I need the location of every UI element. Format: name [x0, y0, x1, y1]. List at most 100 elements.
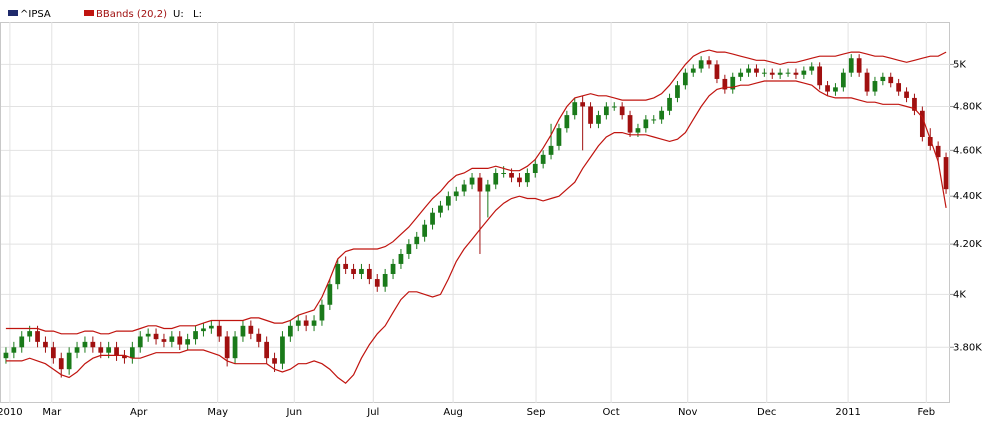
- candle-body: [651, 119, 657, 121]
- candle-body: [90, 341, 96, 348]
- candle-body: [714, 64, 720, 79]
- candle-body: [754, 68, 759, 73]
- y-tick-label: 4.80K: [953, 101, 982, 112]
- candle-body: [611, 106, 617, 108]
- band-line: [5, 80, 947, 384]
- candle-body: [872, 81, 878, 92]
- candle-body: [224, 336, 230, 359]
- candle-body: [58, 358, 64, 370]
- x-tick-label: Jun: [285, 407, 302, 418]
- candle-body: [690, 68, 696, 73]
- candle-body: [896, 83, 902, 92]
- candle-body: [864, 72, 870, 92]
- candle-body: [453, 191, 459, 197]
- candle-body: [540, 154, 546, 164]
- candle-body: [596, 115, 601, 124]
- band-line: [5, 49, 947, 335]
- candle-body: [675, 85, 680, 98]
- candle-body: [635, 128, 641, 133]
- candle-body: [880, 76, 886, 82]
- candle-body: [319, 304, 325, 321]
- candle-body: [303, 320, 309, 326]
- candle-body: [682, 72, 688, 86]
- candle-body: [82, 341, 88, 348]
- y-tick-label: 4K: [953, 289, 966, 300]
- candle-body: [122, 355, 127, 359]
- candle-body: [643, 119, 649, 129]
- candle-body: [935, 145, 941, 158]
- candle-body: [193, 331, 198, 340]
- candle-body: [422, 224, 428, 237]
- candle-body: [619, 106, 625, 116]
- y-tick-label: 3.80K: [953, 342, 982, 353]
- candle-body: [208, 325, 214, 329]
- candle-body: [19, 336, 25, 348]
- legend-swatch: [8, 10, 18, 16]
- candle-body: [698, 60, 704, 69]
- candle-body: [572, 102, 578, 116]
- candle-body: [3, 352, 9, 359]
- candle-body: [153, 333, 159, 340]
- candle-body: [43, 341, 48, 348]
- candle-body: [580, 102, 586, 107]
- candle-body: [493, 173, 499, 185]
- candle-body: [201, 328, 206, 332]
- y-tick-label: 4.60K: [953, 145, 982, 156]
- candle-body: [272, 358, 277, 364]
- candle-body: [746, 68, 751, 73]
- candle-body: [343, 263, 349, 269]
- plot-area: [0, 22, 950, 403]
- candle-body: [485, 184, 491, 192]
- candle-body: [264, 341, 270, 359]
- candle-body: [74, 347, 80, 353]
- candle-body: [327, 284, 333, 305]
- candle-body: [351, 268, 356, 274]
- candle-body: [848, 58, 854, 73]
- candle-body: [98, 347, 104, 353]
- candle-body: [912, 97, 917, 111]
- band-label: L:: [193, 9, 202, 20]
- candle-body: [137, 336, 143, 348]
- x-tick-label: Sep: [527, 407, 546, 418]
- candle-body: [185, 339, 191, 345]
- candle-body: [738, 72, 744, 77]
- candle-body: [406, 244, 412, 254]
- candle-body: [145, 333, 151, 337]
- candle-body: [445, 196, 451, 206]
- candle-body: [106, 347, 112, 353]
- y-tick-label: 4.20K: [953, 239, 982, 250]
- candle-body: [240, 325, 246, 337]
- x-tick-label: Apr: [130, 407, 148, 418]
- candle-body: [532, 163, 538, 174]
- x-tick-label: Jul: [366, 407, 379, 418]
- candle-body: [517, 177, 522, 183]
- candle-body: [809, 66, 815, 71]
- candle-body: [398, 253, 404, 264]
- candle-body: [785, 72, 791, 74]
- candle-body: [414, 236, 420, 245]
- x-tick-label: Feb: [917, 407, 935, 418]
- candle-body: [706, 60, 712, 65]
- x-tick-label: May: [207, 407, 228, 418]
- candle-body: [295, 320, 301, 326]
- candle-body: [311, 320, 317, 326]
- legend-swatch: [84, 10, 94, 16]
- candle-body: [35, 331, 40, 342]
- candle-body: [856, 58, 862, 73]
- x-tick-label: 2010: [0, 407, 23, 418]
- candle-body: [627, 115, 633, 133]
- candle-body: [114, 347, 119, 356]
- candle-body: [564, 115, 570, 129]
- candle-body: [430, 212, 435, 225]
- candle-body: [722, 78, 728, 90]
- candle-body: [761, 72, 767, 74]
- candle-body: [216, 325, 222, 337]
- candle-body: [825, 85, 830, 92]
- x-tick-label: 2011: [835, 407, 860, 418]
- y-tick-label: 4.40K: [953, 191, 982, 202]
- candle-body: [169, 336, 175, 342]
- candle-body: [366, 268, 372, 280]
- candle-body: [588, 106, 593, 124]
- x-tick-label: Oct: [602, 407, 619, 418]
